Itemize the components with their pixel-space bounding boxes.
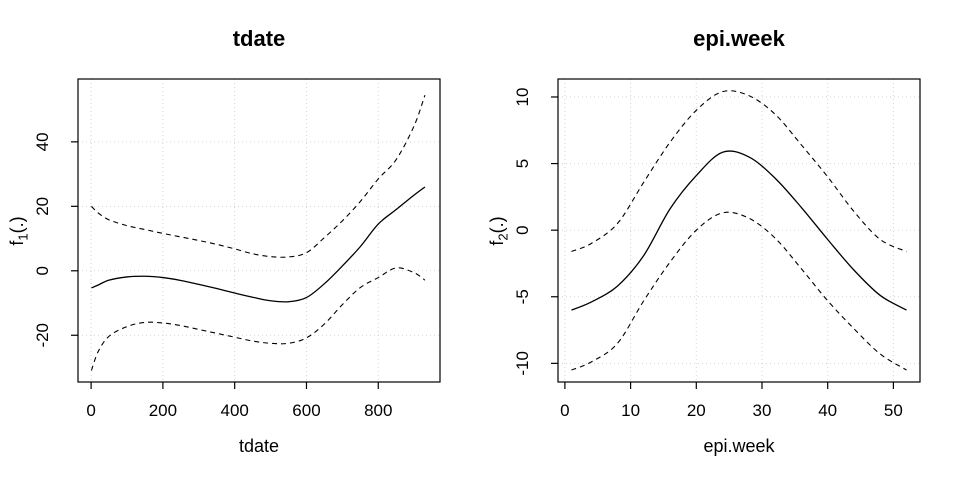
panel-epi-week: 0 10 20 30 40 50 -10 -5 0 5 10 epi.week f2(.) epi.… [480,0,960,480]
x-tick-label: 0 [560,401,569,420]
x-tick-label: 30 [753,401,772,420]
y-axis-label: f2(.) [485,180,511,282]
lower-ci-line [90,267,426,371]
y-tick-label: 0 [513,225,532,234]
y-axis-label: f1(.) [5,180,31,282]
y-tick-label: -5 [513,289,532,304]
y-axis-label-base: f [487,240,507,246]
y-tick-label: 0 [33,266,52,275]
y-tick-label: 5 [513,159,532,168]
plot-area-tdate: 0 200 400 600 800 -20 0 20 40 [33,78,441,420]
y-axis-label-rest: (.) [487,216,507,234]
x-axis-label: tdate [238,436,280,456]
x-tick-label: 400 [220,401,248,420]
y-axis-label-rest: (.) [7,216,27,234]
chart-title: epi.week [693,26,785,51]
x-tick-label: 40 [818,401,837,420]
fit-line [91,186,426,303]
y-tick-label: 40 [33,132,52,151]
plot-area-epi-week: 0 10 20 30 40 50 -10 -5 0 5 10 [513,78,921,420]
y-axis-label-sub: 2 [495,233,511,241]
x-tick-label: 200 [149,401,177,420]
y-tick-label: 10 [513,88,532,107]
lower-ci-line [571,211,907,371]
panel-tdate: 0 200 400 600 800 -20 0 20 40 tdate f1(.) tdate [5,26,441,456]
x-tick-label: 20 [687,401,706,420]
chart-title: tdate [232,26,286,51]
x-tick-label: 10 [621,401,640,420]
y-axis-label-sub: 1 [15,233,31,241]
x-tick-label: 600 [292,401,320,420]
fit-line [571,150,907,311]
x-axis-label: epi.week [703,436,775,456]
x-tick-label: 50 [884,401,903,420]
plot-border [77,78,441,383]
upper-ci-line [571,90,907,252]
y-tick-label: -20 [33,323,52,348]
x-tick-label: 800 [364,401,392,420]
y-tick-label: 20 [33,197,52,216]
y-tick-label: -10 [513,351,532,376]
x-tick-label: 0 [86,401,95,420]
upper-ci-line [91,94,426,258]
y-axis-label-base: f [7,240,27,246]
